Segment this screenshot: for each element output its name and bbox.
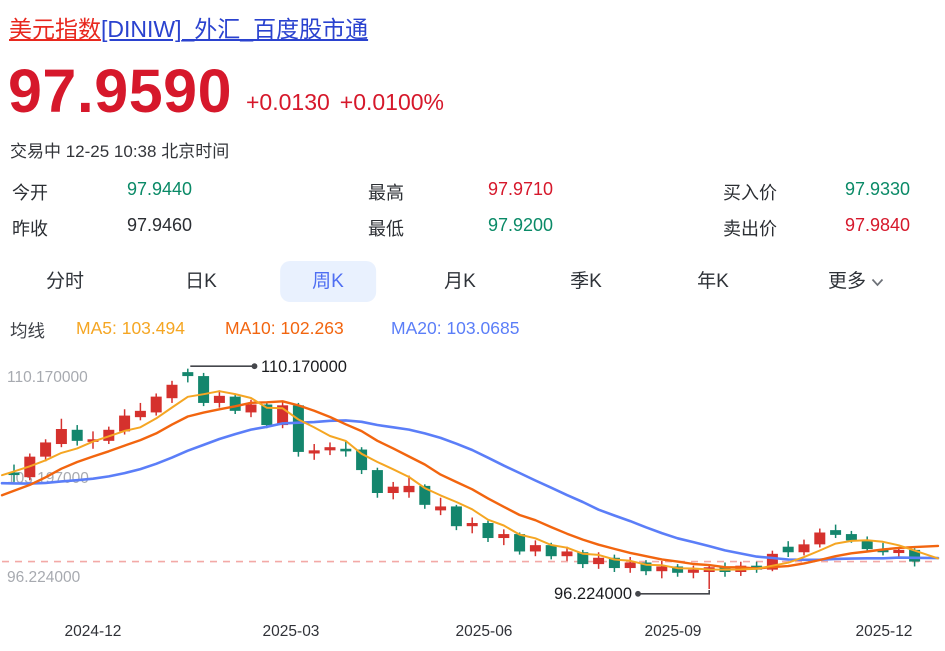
svg-text:96.224000: 96.224000 (7, 569, 81, 586)
svg-text:2025-03: 2025-03 (263, 623, 320, 640)
ma20-line (0, 419, 940, 562)
chevron-down-icon (871, 278, 884, 287)
tab-quarterly-k[interactable]: 季K (570, 271, 602, 292)
tab-weekly-k[interactable]: 周K (280, 261, 376, 302)
more-label: 更多 (827, 271, 867, 292)
price-change: +0.0130 (246, 89, 330, 116)
more-dropdown[interactable]: 更多 (828, 261, 884, 302)
title-stock-name: 美元指数 (9, 16, 101, 42)
stat-value-prev-close: 97.9460 (127, 215, 193, 235)
svg-text:96.224000: 96.224000 (554, 585, 632, 603)
page-title-link[interactable]: 美元指数[DINIW]_外汇_百度股市通 (9, 14, 368, 44)
stat-value-bid: 97.9330 (845, 179, 911, 199)
stat-label-low: 最低 (368, 219, 404, 239)
tab-monthly-k[interactable]: 月K (444, 271, 476, 292)
ma5-value: MA5: 103.494 (76, 318, 185, 338)
stat-label-bid: 买入价 (723, 183, 777, 203)
stat-value-ask: 97.9840 (845, 215, 911, 235)
stat-label-prev-close: 昨收 (12, 219, 48, 239)
tab-minute[interactable]: 分时 (45, 271, 85, 292)
svg-text:2025-09: 2025-09 (645, 623, 702, 640)
ma10-line (0, 400, 940, 570)
ma-legend-title: 均线 (10, 321, 45, 341)
candlestick-chart[interactable]: 110.170000 103.197000 96.224000 2024-12 2025… (0, 348, 945, 651)
stat-label-ask: 卖出价 (723, 219, 777, 239)
trading-status: 交易中 12-25 10:38 北京时间 (10, 142, 230, 161)
x-axis-labels: 2024-12 2025-03 2025-06 2025-09 2025-12 (65, 623, 913, 640)
svg-text:110.170000: 110.170000 (261, 358, 347, 376)
ma5-line (1, 390, 939, 571)
ma20-value: MA20: 103.0685 (391, 318, 520, 338)
ma10-value: MA10: 102.263 (225, 318, 344, 338)
svg-text:110.170000: 110.170000 (7, 369, 88, 386)
tab-daily-k[interactable]: 日K (185, 271, 217, 292)
svg-text:2024-12: 2024-12 (65, 623, 122, 640)
chart-period-tabs: 分时 日K 周K 月K 季K 年K 更多 (0, 261, 945, 302)
ma-legend: 均线 MA5: 103.494 MA10: 102.263 MA20: 103.… (10, 318, 519, 343)
stat-value-open: 97.9440 (127, 179, 193, 199)
tab-yearly-k[interactable]: 年K (697, 271, 729, 292)
stat-label-high: 最高 (368, 183, 404, 203)
low-annotation: 96.224000 (554, 585, 711, 603)
stat-value-high: 97.9710 (488, 179, 554, 199)
title-suffix: [DINIW]_外汇_百度股市通 (101, 16, 369, 42)
price-row: 97.9590 +0.0130 +0.0100% (8, 57, 445, 125)
high-annotation: 110.170000 (190, 358, 347, 376)
candles-layer (8, 368, 921, 589)
stat-value-low: 97.9200 (488, 215, 554, 235)
price-change-percent: +0.0100% (339, 89, 445, 116)
svg-text:2025-06: 2025-06 (456, 623, 513, 640)
stat-label-open: 今开 (12, 183, 48, 203)
current-price: 97.9590 (8, 57, 232, 125)
svg-text:2025-12: 2025-12 (856, 623, 913, 640)
